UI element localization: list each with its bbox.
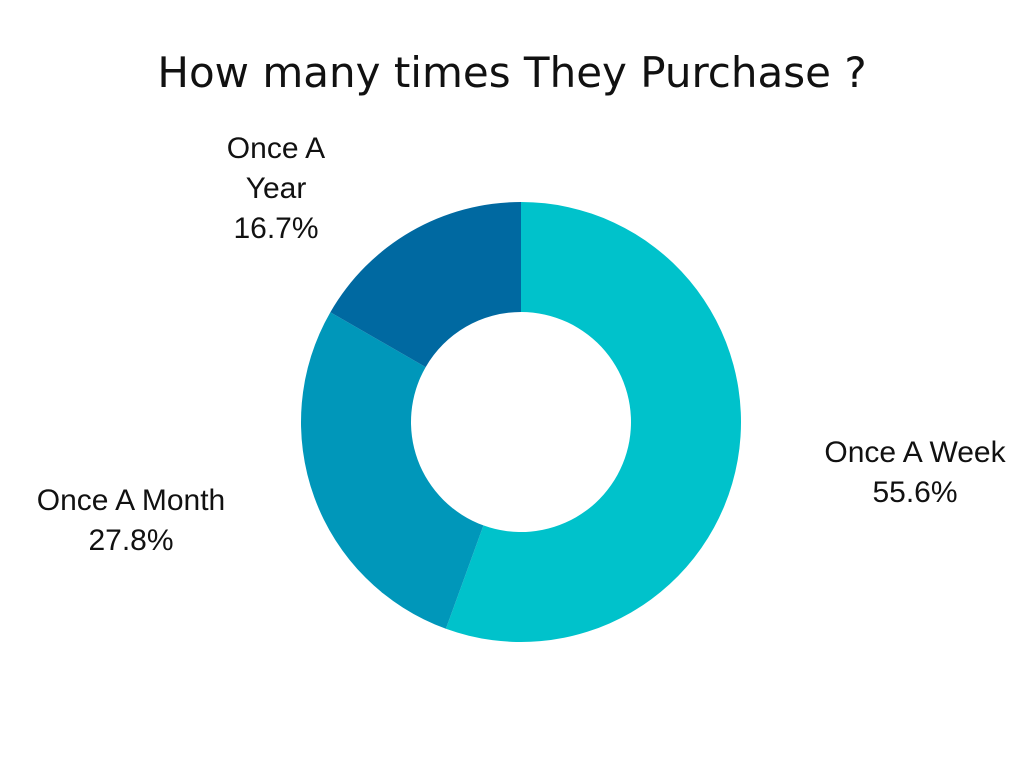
category-label-once-a-week: Once A Week [824,436,1006,469]
value-label-once-a-month: 27.8% [88,524,173,557]
label-once-a-month: Once A Month 27.8% [37,484,225,557]
value-label-once-a-year: 16.7% [233,212,318,245]
value-label-once-a-week: 55.6% [872,476,957,509]
slices-group [301,201,742,642]
label-once-a-year: Once A Year 16.7% [227,132,325,245]
category-label-once-a-year: Year [246,172,307,205]
labels-group: Once A Week 55.6% Once A Month 27.8% Once A Y… [37,132,1007,557]
slice-once-a-year [330,201,521,368]
chart-title: How many times They Purchase ? [157,48,867,97]
category-label-once-a-month: Once A Month [37,484,225,517]
label-once-a-week: Once A Week 55.6% [824,436,1006,509]
slice-once-a-week [445,201,742,642]
category-label-once-a-year: Once A [227,132,325,165]
slice-once-a-month [301,312,484,629]
